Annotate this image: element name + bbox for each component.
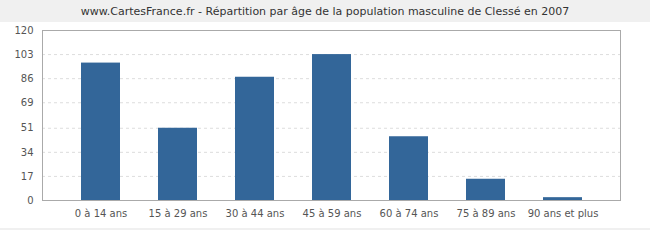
svg-text:90 ans et plus: 90 ans et plus xyxy=(528,208,599,219)
svg-text:51: 51 xyxy=(21,122,34,133)
svg-text:75 à 89 ans: 75 à 89 ans xyxy=(457,208,516,219)
svg-text:34: 34 xyxy=(21,147,34,158)
svg-text:60 à 74 ans: 60 à 74 ans xyxy=(380,208,439,219)
html-text:www.CartesFrance.fr - Répartit: www.CartesFrance.fr - Répartition par âg… xyxy=(80,5,570,18)
svg-text:45 à 59 ans: 45 à 59 ans xyxy=(303,208,362,219)
svg-text:86: 86 xyxy=(21,73,34,84)
svg-text:17: 17 xyxy=(21,171,34,182)
svg-text:0: 0 xyxy=(27,195,33,206)
svg-text:103: 103 xyxy=(14,49,33,60)
svg-text:0 à 14 ans: 0 à 14 ans xyxy=(75,208,127,219)
svg-text:30 à 44 ans: 30 à 44 ans xyxy=(226,208,285,219)
svg-text:120: 120 xyxy=(14,25,33,36)
svg-text:15 à 29 ans: 15 à 29 ans xyxy=(149,208,208,219)
svg-text:69: 69 xyxy=(21,97,34,108)
